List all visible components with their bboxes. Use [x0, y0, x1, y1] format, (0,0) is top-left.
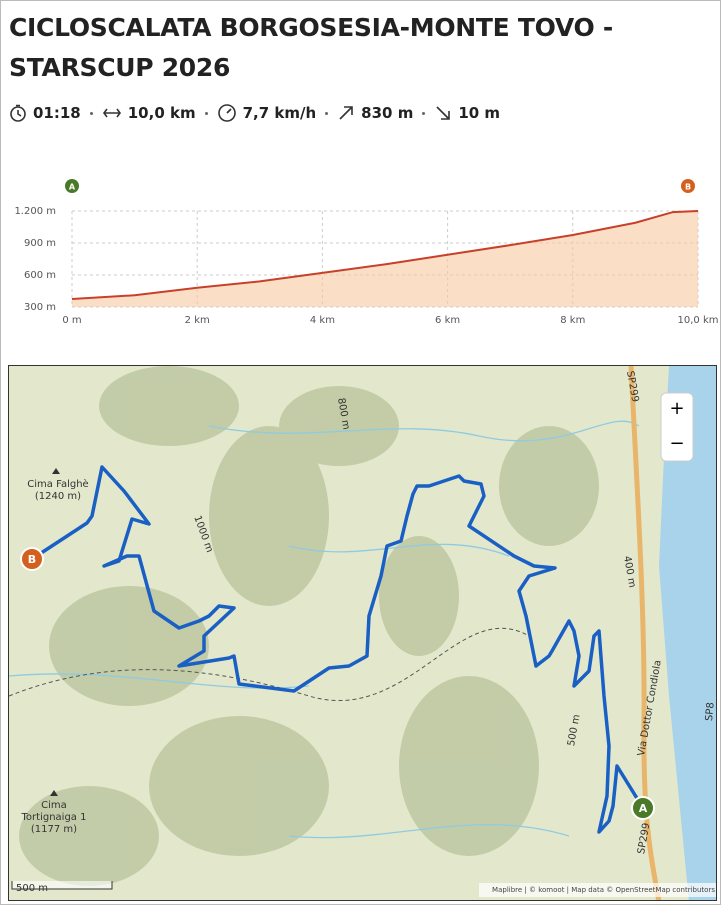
elevation-profile: A B 300 m 600 m 900 m 1.200 m 0 m 2 km 4 km 6 k… [14, 179, 719, 326]
map-marker-b[interactable] [20, 547, 44, 571]
title-line: STARSCUP 2026 [9, 53, 231, 82]
river [659, 366, 716, 900]
end-marker-label: B [685, 183, 691, 192]
peak-elevation: (1177 m) [31, 824, 77, 835]
stat-ascent: 830 m [361, 104, 414, 122]
peak-icon [50, 790, 58, 796]
stat-speed: 7,7 km/h [242, 104, 317, 122]
stat-distance: 10,0 km [127, 104, 196, 122]
icon-descent [436, 106, 451, 120]
scale-label: 500 m [16, 883, 48, 894]
title-line: CICLOSCALATA BORGOSESIA-MONTE TOVO - [9, 13, 613, 42]
separator [89, 111, 93, 115]
stat-descent: 10 m [458, 104, 501, 122]
contour-label: 400 m [621, 555, 637, 588]
elevation-line [71, 210, 699, 300]
road-label: SP299 [624, 370, 640, 403]
y-tick-label: 600 m [24, 270, 56, 281]
start-marker [65, 179, 79, 193]
separator [422, 111, 426, 115]
contour-label: 500 m [566, 714, 582, 747]
icon-speed [217, 104, 236, 122]
icon-ascent [339, 106, 353, 120]
y-tick-label: 900 m [24, 238, 56, 249]
scale-bar [11, 881, 113, 890]
main-road [628, 366, 662, 900]
x-tick-label: 0 m [62, 315, 81, 326]
end-marker [681, 179, 695, 193]
start-marker-label: A [69, 183, 76, 192]
zoom-out[interactable]: − [669, 433, 684, 454]
x-tick-label: 6 km [435, 315, 460, 326]
icon-distance [102, 108, 121, 118]
attribution[interactable]: Maplibre | © komoot | Map data © OpenStr… [492, 886, 715, 894]
stat-duration: 01:18 [33, 104, 81, 122]
x-tick-label: 8 km [560, 315, 585, 326]
road-label: SP8 [704, 702, 717, 722]
road-label: SP299 [636, 822, 652, 855]
peak-icon [52, 468, 60, 474]
stats: 01:18 10,0 km 7,7 km/h 830 m 10 m [9, 101, 500, 125]
x-tick-label: 4 km [310, 315, 335, 326]
y-tick-label: 300 m [24, 302, 56, 313]
map-marker-label: A [639, 802, 648, 815]
separator [204, 111, 208, 115]
trail [9, 627, 530, 702]
terrain [19, 366, 599, 886]
contour-label: 800 m [335, 397, 351, 430]
map[interactable]: B A Cima Falghè (1240 m) Cima Tortignaig… [8, 365, 717, 901]
zoom-controls [660, 392, 694, 462]
elevation-area [72, 211, 698, 307]
peak-name: Cima [41, 800, 67, 811]
attribution-bg [479, 883, 716, 897]
zoom-in[interactable]: + [669, 398, 684, 419]
peak-elevation: (1240 m) [35, 491, 81, 502]
peak-name: Cima Falghè [27, 478, 88, 490]
peak-name: Tortignaiga 1 [21, 812, 87, 823]
icon-time [10, 104, 26, 122]
x-tick-label: 2 km [185, 315, 210, 326]
x-tick-label: 10,0 km [678, 315, 719, 326]
map-marker-a[interactable] [631, 796, 655, 820]
map-marker-label: B [28, 553, 36, 566]
route [31, 465, 645, 834]
separator [325, 111, 329, 115]
y-tick-label: 1.200 m [14, 206, 56, 217]
